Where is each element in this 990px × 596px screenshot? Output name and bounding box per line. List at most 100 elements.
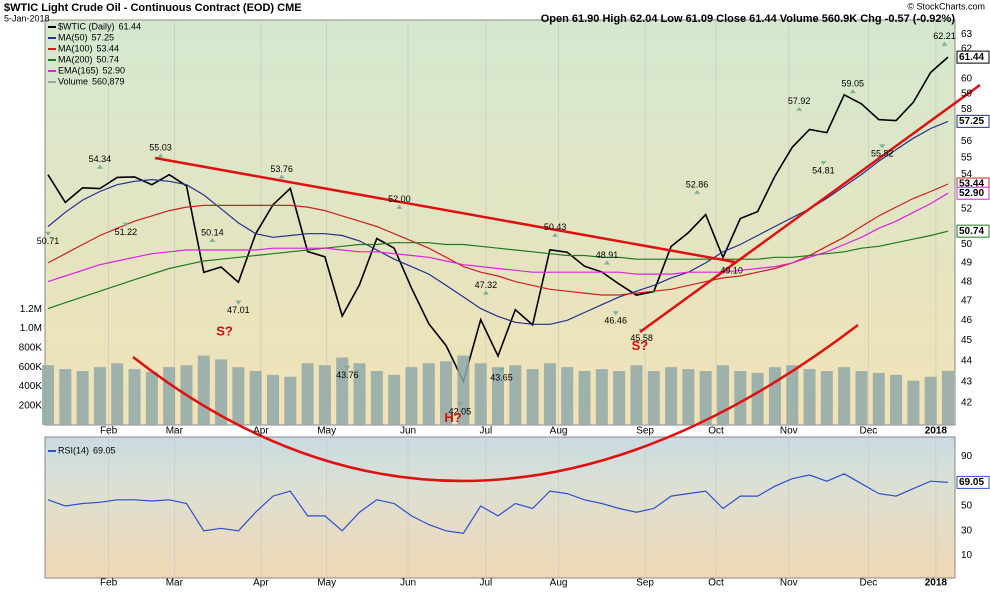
volume-bar <box>630 365 643 425</box>
annotation-label: 47.01 <box>227 305 250 315</box>
annotation-label: 50.71 <box>37 236 60 246</box>
x-tick-label: Apr <box>253 578 269 589</box>
annotation-marker <box>612 311 619 316</box>
volume-bar <box>751 372 764 425</box>
annotation-marker <box>498 368 505 373</box>
x-tick-label: 2018 <box>925 578 948 589</box>
annotation-label: 55.82 <box>871 149 894 159</box>
volume-bar <box>474 363 487 425</box>
x-tick-label: Jun <box>400 578 416 589</box>
annotation-label: 62.21 <box>933 31 956 41</box>
annotation-label: 53.76 <box>270 164 293 174</box>
y-tick-label: 52 <box>961 203 973 214</box>
volume-bar <box>595 369 608 425</box>
y-tick-label: 54 <box>961 169 973 180</box>
volume-bar <box>215 359 228 425</box>
legend-name: MA(100) <box>58 43 93 53</box>
legend-name: MA(200) <box>58 54 93 64</box>
volume-bar <box>197 355 210 425</box>
value-box <box>956 114 990 128</box>
x-tick-label: Feb <box>100 426 118 437</box>
annotation-label: 57.92 <box>788 96 811 106</box>
value-box <box>956 50 990 64</box>
annotation-label: 47.32 <box>475 280 498 290</box>
y-tick-label: 60 <box>961 73 973 84</box>
value-box-label: 50.74 <box>959 226 984 237</box>
legend-value: 61.44 <box>119 21 142 31</box>
annotation-marker <box>482 290 489 295</box>
volume-bar <box>717 365 729 425</box>
volume-bar <box>699 371 712 425</box>
x-tick-label: Jun <box>400 426 416 437</box>
volume-bar <box>907 380 920 425</box>
annotation-label: 49.10 <box>720 265 743 275</box>
y-tick-label: 42 <box>961 398 973 409</box>
volume-bar <box>526 369 539 425</box>
y-tick-label: 55 <box>961 152 973 163</box>
annotation-marker <box>96 164 103 169</box>
annotation-label: 50.43 <box>544 222 567 232</box>
indicator-line <box>47 192 949 283</box>
annotation-label: 52.86 <box>686 179 709 189</box>
annotation-label: 55.03 <box>149 143 172 153</box>
volume-bar <box>613 371 626 425</box>
volume-bar <box>388 374 401 425</box>
volume-bar <box>492 367 504 425</box>
annotation-marker <box>820 160 827 165</box>
volume-bar <box>249 371 262 425</box>
volume-bar <box>440 361 453 425</box>
legend-value: 52.90 <box>103 65 126 75</box>
volume-bar <box>370 371 383 425</box>
neckline <box>154 156 736 264</box>
price-line <box>47 473 949 534</box>
y2-tick-label: 600K <box>19 362 43 373</box>
price-panel <box>44 19 956 426</box>
volume-bar <box>284 376 297 425</box>
indicator-line <box>47 120 949 325</box>
volume-bar <box>145 371 158 425</box>
x-tick-label: 2018 <box>925 426 948 437</box>
y-tick-label: 56 <box>961 136 973 147</box>
price-line <box>47 56 949 384</box>
volume-bar <box>59 369 72 425</box>
volume-bar <box>803 369 816 425</box>
volume-bar <box>543 363 556 425</box>
x-tick-label: Mar <box>166 426 184 437</box>
annotation-label: 52.00 <box>388 194 411 204</box>
x-tick-label: Apr <box>253 426 269 437</box>
y2-tick-label: 200K <box>19 400 43 411</box>
y-tick-label: 30 <box>961 525 973 536</box>
value-box-label: 61.44 <box>959 52 984 63</box>
volume-bar <box>665 367 678 425</box>
x-tick-label: Sep <box>636 426 654 437</box>
uptrend-line <box>639 83 981 334</box>
volume-bar <box>163 367 176 425</box>
x-tick-label: Oct <box>708 426 724 437</box>
y2-tick-label: 1.0M <box>20 323 42 334</box>
x-tick-label: Oct <box>708 578 724 589</box>
y-tick-label: 50 <box>961 501 973 512</box>
volume-bar <box>93 367 106 425</box>
y-tick-label: 58 <box>961 104 973 115</box>
rsi-panel <box>44 436 956 579</box>
volume-bar <box>942 370 954 425</box>
annotation-label: 46.46 <box>604 316 627 326</box>
volume-bar <box>301 363 314 425</box>
value-box <box>956 224 990 238</box>
volume-bar <box>786 365 799 425</box>
pattern-label: S? <box>216 324 233 339</box>
volume-bar <box>561 367 574 425</box>
legend-name: MA(50) <box>58 32 88 42</box>
volume-bar <box>647 371 660 425</box>
chart-title: $WTIC Light Crude Oil - Continuous Contr… <box>4 2 302 14</box>
annotation-marker <box>796 106 803 111</box>
credit: © StockCharts.com <box>907 1 985 11</box>
y2-tick-label: 400K <box>19 381 43 392</box>
annotation-marker <box>235 300 242 305</box>
legend-name: Volume <box>58 76 88 86</box>
legend-value: 57.25 <box>92 32 115 42</box>
annotation-label: 45.58 <box>630 333 653 343</box>
legend-name: RSI(14) <box>58 445 89 455</box>
volume-bar <box>734 371 747 425</box>
annotation-marker <box>694 189 701 194</box>
